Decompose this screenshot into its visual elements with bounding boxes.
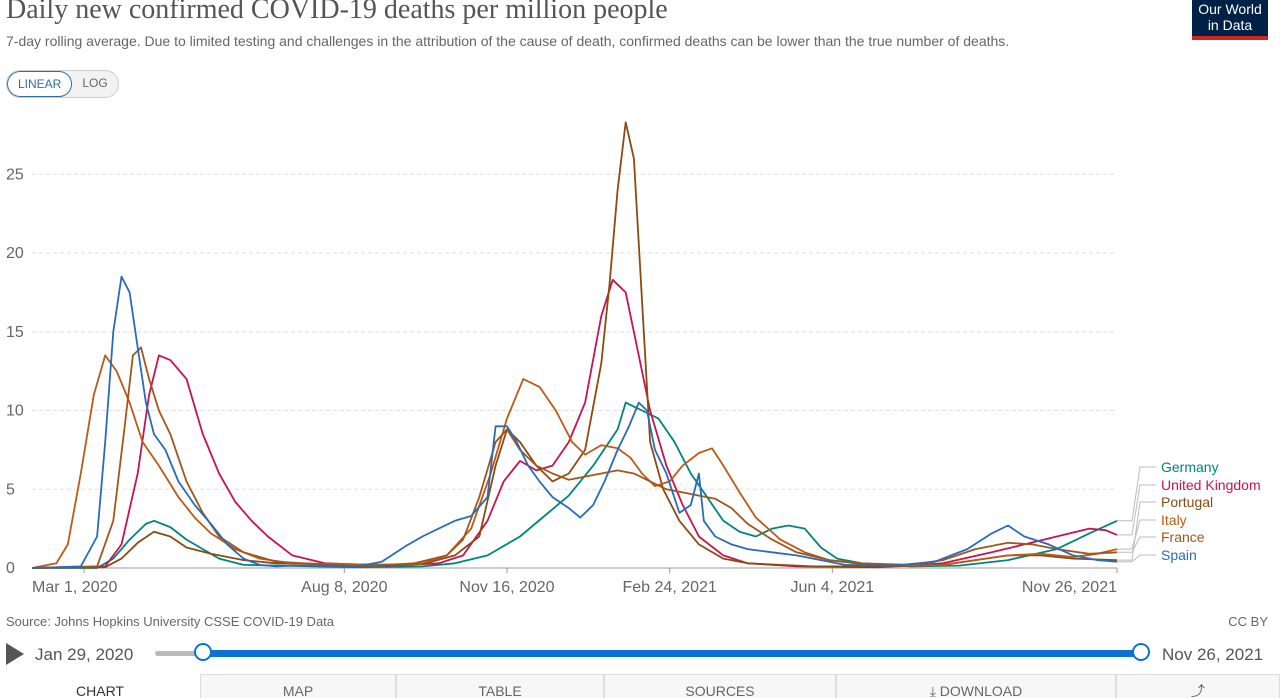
tab-table[interactable]: TABLE [396,674,604,698]
timeline-range [203,650,1141,657]
legend-connector [1117,519,1156,550]
y-tick-label: 0 [6,560,15,577]
legend-label-germany: Germany [1161,459,1219,475]
x-tick-label: Nov 26, 2021 [1022,579,1117,596]
series-line-germany [32,401,1118,569]
timeline-start-date: Jan 29, 2020 [35,645,134,664]
source-note[interactable]: Source: Johns Hopkins University CSSE CO… [6,614,335,629]
legend-label-united-kingdom: United Kingdom [1161,477,1261,493]
linear-scale-button[interactable]: LINEAR [7,71,73,97]
series-line-spain [31,275,1118,569]
tab-map[interactable]: MAP [200,674,396,698]
owid-logo[interactable]: Our World in Data [1192,0,1268,40]
legend-label-spain: Spain [1161,547,1197,563]
tab-download[interactable]: ⤓ DOWNLOAD [836,674,1116,698]
logo-line2: in Data [1207,17,1253,33]
chart-title: Daily new confirmed COVID-19 deaths per … [6,0,668,25]
y-tick-label: 15 [6,324,24,341]
legend-connector [1117,554,1156,563]
legend-connector [1117,536,1156,553]
x-tick-label: Mar 1, 2020 [32,579,117,596]
series-line-italy [31,354,1118,569]
timeline-start-handle[interactable] [194,643,212,661]
log-scale-button[interactable]: LOG [82,76,108,90]
share-icon[interactable]: ⤴ [1116,674,1280,698]
x-tick-label: Feb 24, 2021 [623,579,717,596]
tab-sources[interactable]: SOURCES [604,674,836,698]
x-tick-label: Jun 4, 2021 [791,579,875,596]
series-line-united-kingdom [31,278,1118,569]
legend-connector [1117,501,1156,561]
scale-toggle: LINEAR LOG [6,70,119,98]
tab-chart[interactable]: CHART [0,674,200,698]
legend-label-france: France [1161,529,1205,545]
chart-subtitle: 7-day rolling average. Due to limited te… [6,33,1010,49]
timeline-end-date: Nov 26, 2021 [1162,645,1264,664]
series-line-france [31,346,1118,569]
line-chart: 0 5 10 15 20 25 Mar 1, 2020 Aug 8, 2020 Nov 16, … [6,121,1261,596]
x-tick-label: Nov 16, 2020 [459,579,554,596]
legend-connector [1117,466,1156,522]
y-tick-label: 20 [6,245,24,262]
license-note[interactable]: CC BY [1228,614,1268,629]
play-icon[interactable] [6,643,24,665]
tab-bar: CHART MAP TABLE SOURCES ⤓ DOWNLOAD ⤴ [0,674,1280,698]
legend-label-portugal: Portugal [1161,494,1213,510]
legend-connector [1117,484,1156,536]
y-tick-label: 10 [6,403,24,420]
logo-line1: Our World [1198,1,1262,17]
legend-label-italy: Italy [1161,512,1187,528]
timeline-end-handle[interactable] [1132,643,1150,661]
series-line-portugal [31,121,1118,569]
x-tick-label: Aug 8, 2020 [301,579,387,596]
y-tick-label: 25 [6,166,24,183]
y-tick-label: 5 [6,481,15,498]
